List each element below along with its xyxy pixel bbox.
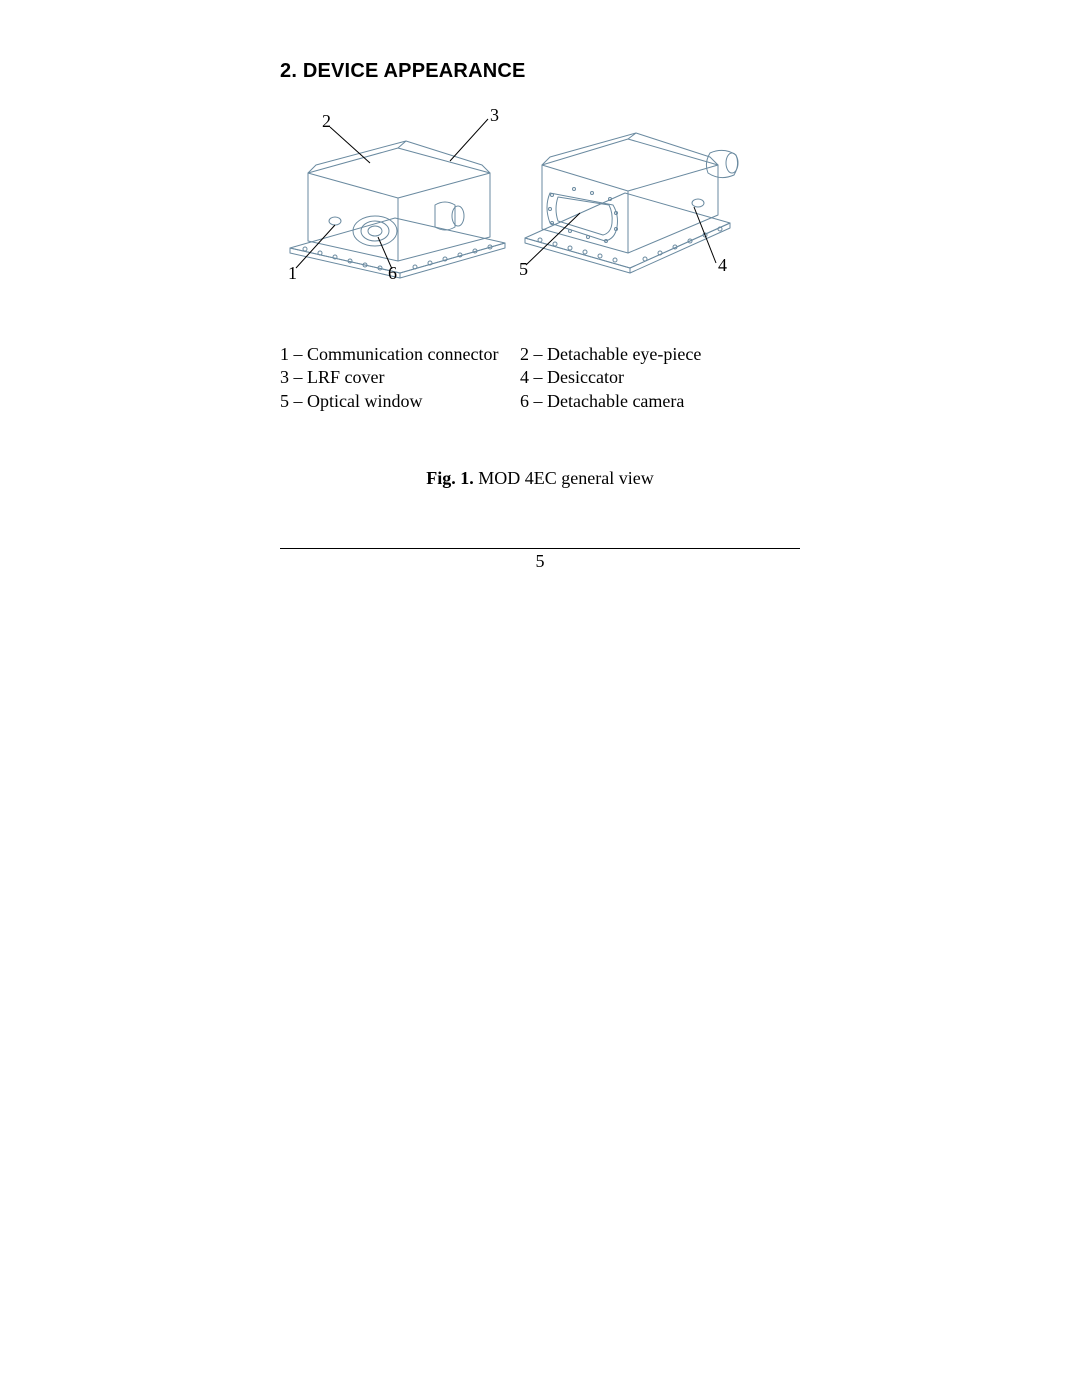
callout-line-3	[450, 119, 488, 161]
callout-1: 1	[288, 263, 297, 284]
footer-rule	[280, 548, 800, 549]
section-heading: 2. DEVICE APPEARANCE	[280, 60, 800, 83]
callout-5: 5	[519, 259, 528, 280]
figure-legend: 1 – Communication connector 2 – Detachab…	[280, 343, 800, 413]
legend-item: 6 – Detachable camera	[520, 390, 684, 413]
caption-label: Fig. 1.	[426, 468, 474, 488]
page-number: 5	[536, 551, 545, 571]
callout-3: 3	[490, 105, 499, 126]
page-footer: 5	[280, 548, 800, 572]
callout-4: 4	[718, 255, 727, 276]
callout-line-5	[526, 213, 580, 265]
legend-row: 3 – LRF cover 4 – Desiccator	[280, 366, 800, 389]
legend-item: 5 – Optical window	[280, 390, 520, 413]
callout-2: 2	[322, 111, 331, 132]
legend-item: 4 – Desiccator	[520, 366, 624, 389]
device-svg	[280, 103, 740, 303]
caption-text: MOD 4EC general view	[474, 468, 654, 488]
callout-6: 6	[388, 263, 397, 284]
legend-item: 1 – Communication connector	[280, 343, 520, 366]
legend-row: 1 – Communication connector 2 – Detachab…	[280, 343, 800, 366]
figure-caption: Fig. 1. MOD 4EC general view	[280, 468, 800, 489]
device-figure: 1 2 3 4 5 6	[280, 103, 740, 303]
callout-line-2	[330, 127, 370, 163]
legend-row: 5 – Optical window 6 – Detachable camera	[280, 390, 800, 413]
legend-item: 2 – Detachable eye-piece	[520, 343, 701, 366]
legend-item: 3 – LRF cover	[280, 366, 520, 389]
